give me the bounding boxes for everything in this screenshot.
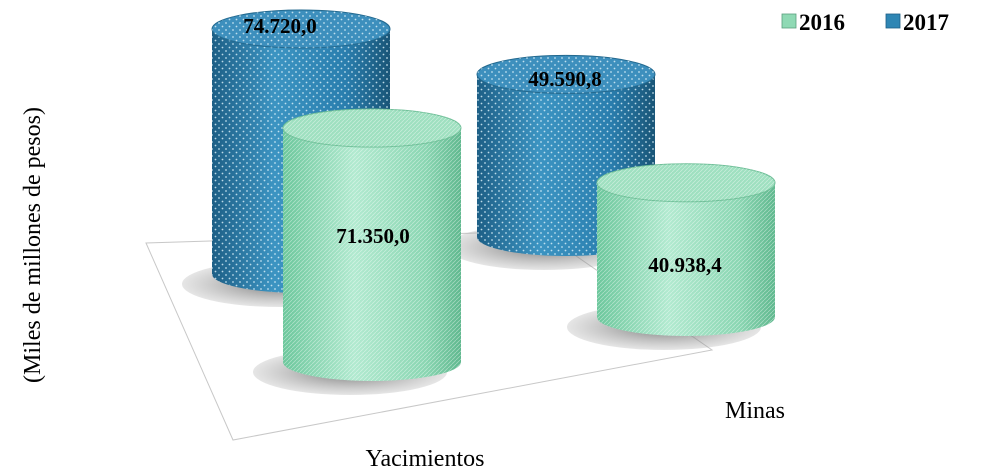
legend: 2016 2017 bbox=[781, 10, 949, 35]
legend-swatch-2017 bbox=[885, 13, 901, 29]
value-label-2017-minas: 49.590,8 bbox=[528, 67, 602, 91]
value-label-2017-yacimientos: 74.720,0 bbox=[243, 14, 317, 38]
cylinder-2016-minas-top-texture bbox=[597, 163, 775, 202]
cylinder-2016-minas bbox=[567, 163, 776, 350]
category-label-yacimientos: Yacimientos bbox=[366, 446, 485, 471]
cylinder-2016-yacimientos-texture bbox=[283, 128, 461, 381]
cylinder-2017-yacimientos-top-texture bbox=[212, 10, 390, 48]
cylinder-2017-minas bbox=[447, 54, 656, 270]
cylinder-2016-yacimientos bbox=[253, 108, 462, 395]
value-label-2016-minas: 40.938,4 bbox=[648, 253, 722, 277]
value-label-2016-yacimientos: 71.350,0 bbox=[336, 224, 410, 248]
cylinder-2016-yacimientos-top-texture bbox=[283, 109, 461, 148]
legend-label-2017: 2017 bbox=[903, 10, 949, 35]
bars-layer bbox=[182, 9, 776, 395]
cylinder-2016-minas-texture bbox=[597, 182, 775, 336]
y-axis-label: (Miles de millones de pesos) bbox=[20, 107, 46, 383]
legend-label-2016: 2016 bbox=[799, 10, 845, 35]
legend-swatch-2016 bbox=[781, 13, 797, 29]
cylinder-2017-minas-top-texture bbox=[477, 55, 655, 94]
category-label-minas: Minas bbox=[725, 398, 785, 424]
